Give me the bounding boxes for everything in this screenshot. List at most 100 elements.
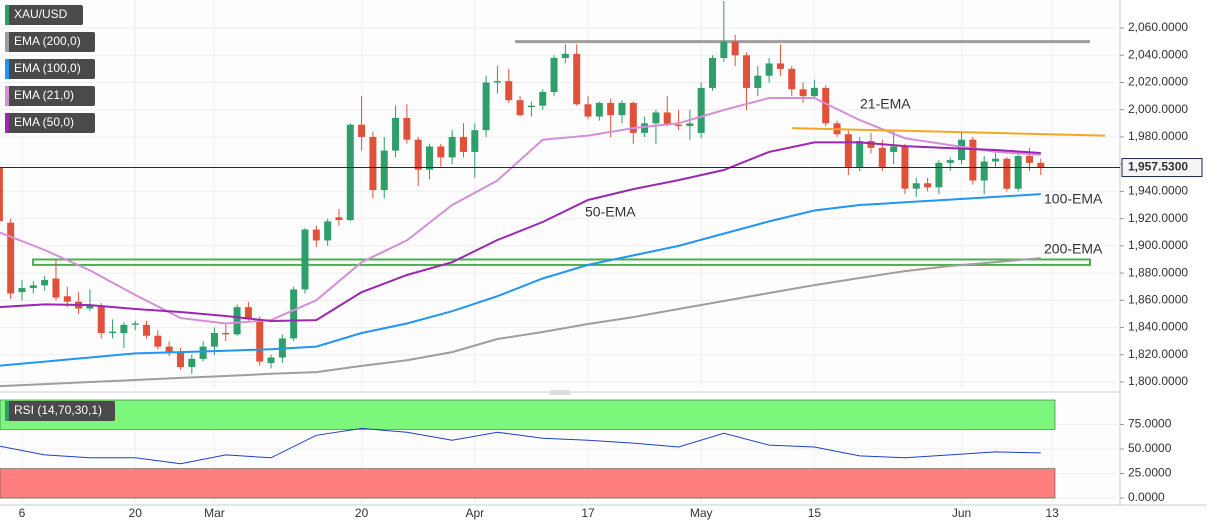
candle-body [527,105,535,108]
candle-body [346,124,354,221]
candle-body [18,288,26,293]
candle-body [1014,156,1022,189]
legend-label: RSI (14,70,30,1) [14,403,102,417]
candle-body [539,92,547,106]
last-price-box [1121,158,1203,178]
y-tick-label: 1,880.0000 [1128,265,1188,279]
candle-body [176,352,184,368]
candle-body [86,304,94,309]
y-tick-label: 1,920.0000 [1128,211,1188,225]
y-tick-label: 0.0000 [1128,490,1165,504]
candle-body [1025,156,1033,163]
candle-body [675,124,683,127]
marks [0,0,1106,499]
candle-body [97,305,105,333]
ema-line [0,141,1041,323]
legend-box [5,5,83,25]
legend-label: EMA (100,0) [14,61,81,75]
candle-body [822,87,830,124]
y-tick-label: 75.0000 [1128,417,1172,431]
legend-box [5,32,95,52]
legend-label: EMA (200,0) [14,34,81,48]
legend-box [5,113,95,133]
legend-box [5,59,95,79]
ema-annotation: 200-EMA [1044,241,1103,257]
x-tick-label: 20 [129,506,143,520]
candle-body [109,331,117,333]
candle-body [358,124,366,137]
ema-line [0,97,1041,325]
candle-body [143,324,151,336]
candle-body [607,102,615,116]
candle-body [414,139,422,170]
candle-body [210,332,218,347]
legend-label: EMA (21,0) [14,88,74,102]
candle-body [29,285,37,289]
y-tick-label: 2,040.0000 [1128,47,1188,61]
candle-body [980,161,988,181]
y-tick-label: 25.0000 [1128,466,1172,480]
rsi-line [0,427,1041,465]
candle-body [199,346,207,359]
candle-body [233,307,241,335]
candle-body [686,123,694,127]
y-tick-label: 1,980.0000 [1128,129,1188,143]
ema-annotation: 50-EMA [585,204,636,220]
grid: 1,800.0000 1,820.0000 1,840.0000 1,860.0000… [0,0,1188,520]
y-tick-label: 1,820.0000 [1128,347,1188,361]
candle-body [312,229,320,241]
candle-body [493,81,501,83]
candle-body [267,357,275,363]
candle-body [754,75,762,88]
candle-body [663,112,671,125]
legend-label: EMA (50,0) [14,115,74,129]
candle-body [369,136,377,191]
legend-swatch [5,5,9,25]
ema-line [0,193,1041,367]
x-tick-label: 6 [19,506,26,520]
candle-body [188,358,196,368]
candle-body [131,323,139,325]
candle-body [561,53,569,58]
overbought-band [0,399,1056,430]
candle-body [392,117,400,151]
x-tick-label: 20 [355,506,369,520]
candle-body [426,146,434,170]
oversold-band [0,468,1056,499]
candle-body [448,136,456,158]
candle-body [1037,162,1045,168]
candle-body [0,166,3,222]
candle-body [165,346,173,353]
candle-body [335,217,343,221]
candle-body [154,335,162,347]
candle-body [731,41,739,56]
candle-body [652,112,660,124]
candle-body [482,82,490,131]
y-tick-label: 2,000.0000 [1128,102,1188,116]
candle-body [935,162,943,188]
y-tick-label: 1,900.0000 [1128,238,1188,252]
y-tick-label: 2,020.0000 [1128,75,1188,89]
candle-body [244,307,252,320]
y-tick-label: 1,860.0000 [1128,292,1188,306]
candle-body [301,229,309,290]
legend-swatch [5,32,9,52]
candle-body [969,139,977,181]
x-tick-label: May [690,506,713,520]
candle-body [380,150,388,191]
candle-body [992,158,1000,162]
candle-body [697,87,705,133]
candle-body [403,117,411,140]
x-tick-label: Apr [465,506,484,520]
candle-body [505,81,513,101]
candle-body [595,102,603,117]
y-tick-label: 1,840.0000 [1128,320,1188,334]
ema-annotation: 21-EMA [860,96,911,112]
candle-body [516,100,524,116]
last-price-label: 1,957.5300 [1128,160,1188,174]
candle-body [810,87,818,97]
candle-body [584,104,592,117]
x-tick-label: Mar [204,506,225,520]
candle-body [867,141,875,148]
